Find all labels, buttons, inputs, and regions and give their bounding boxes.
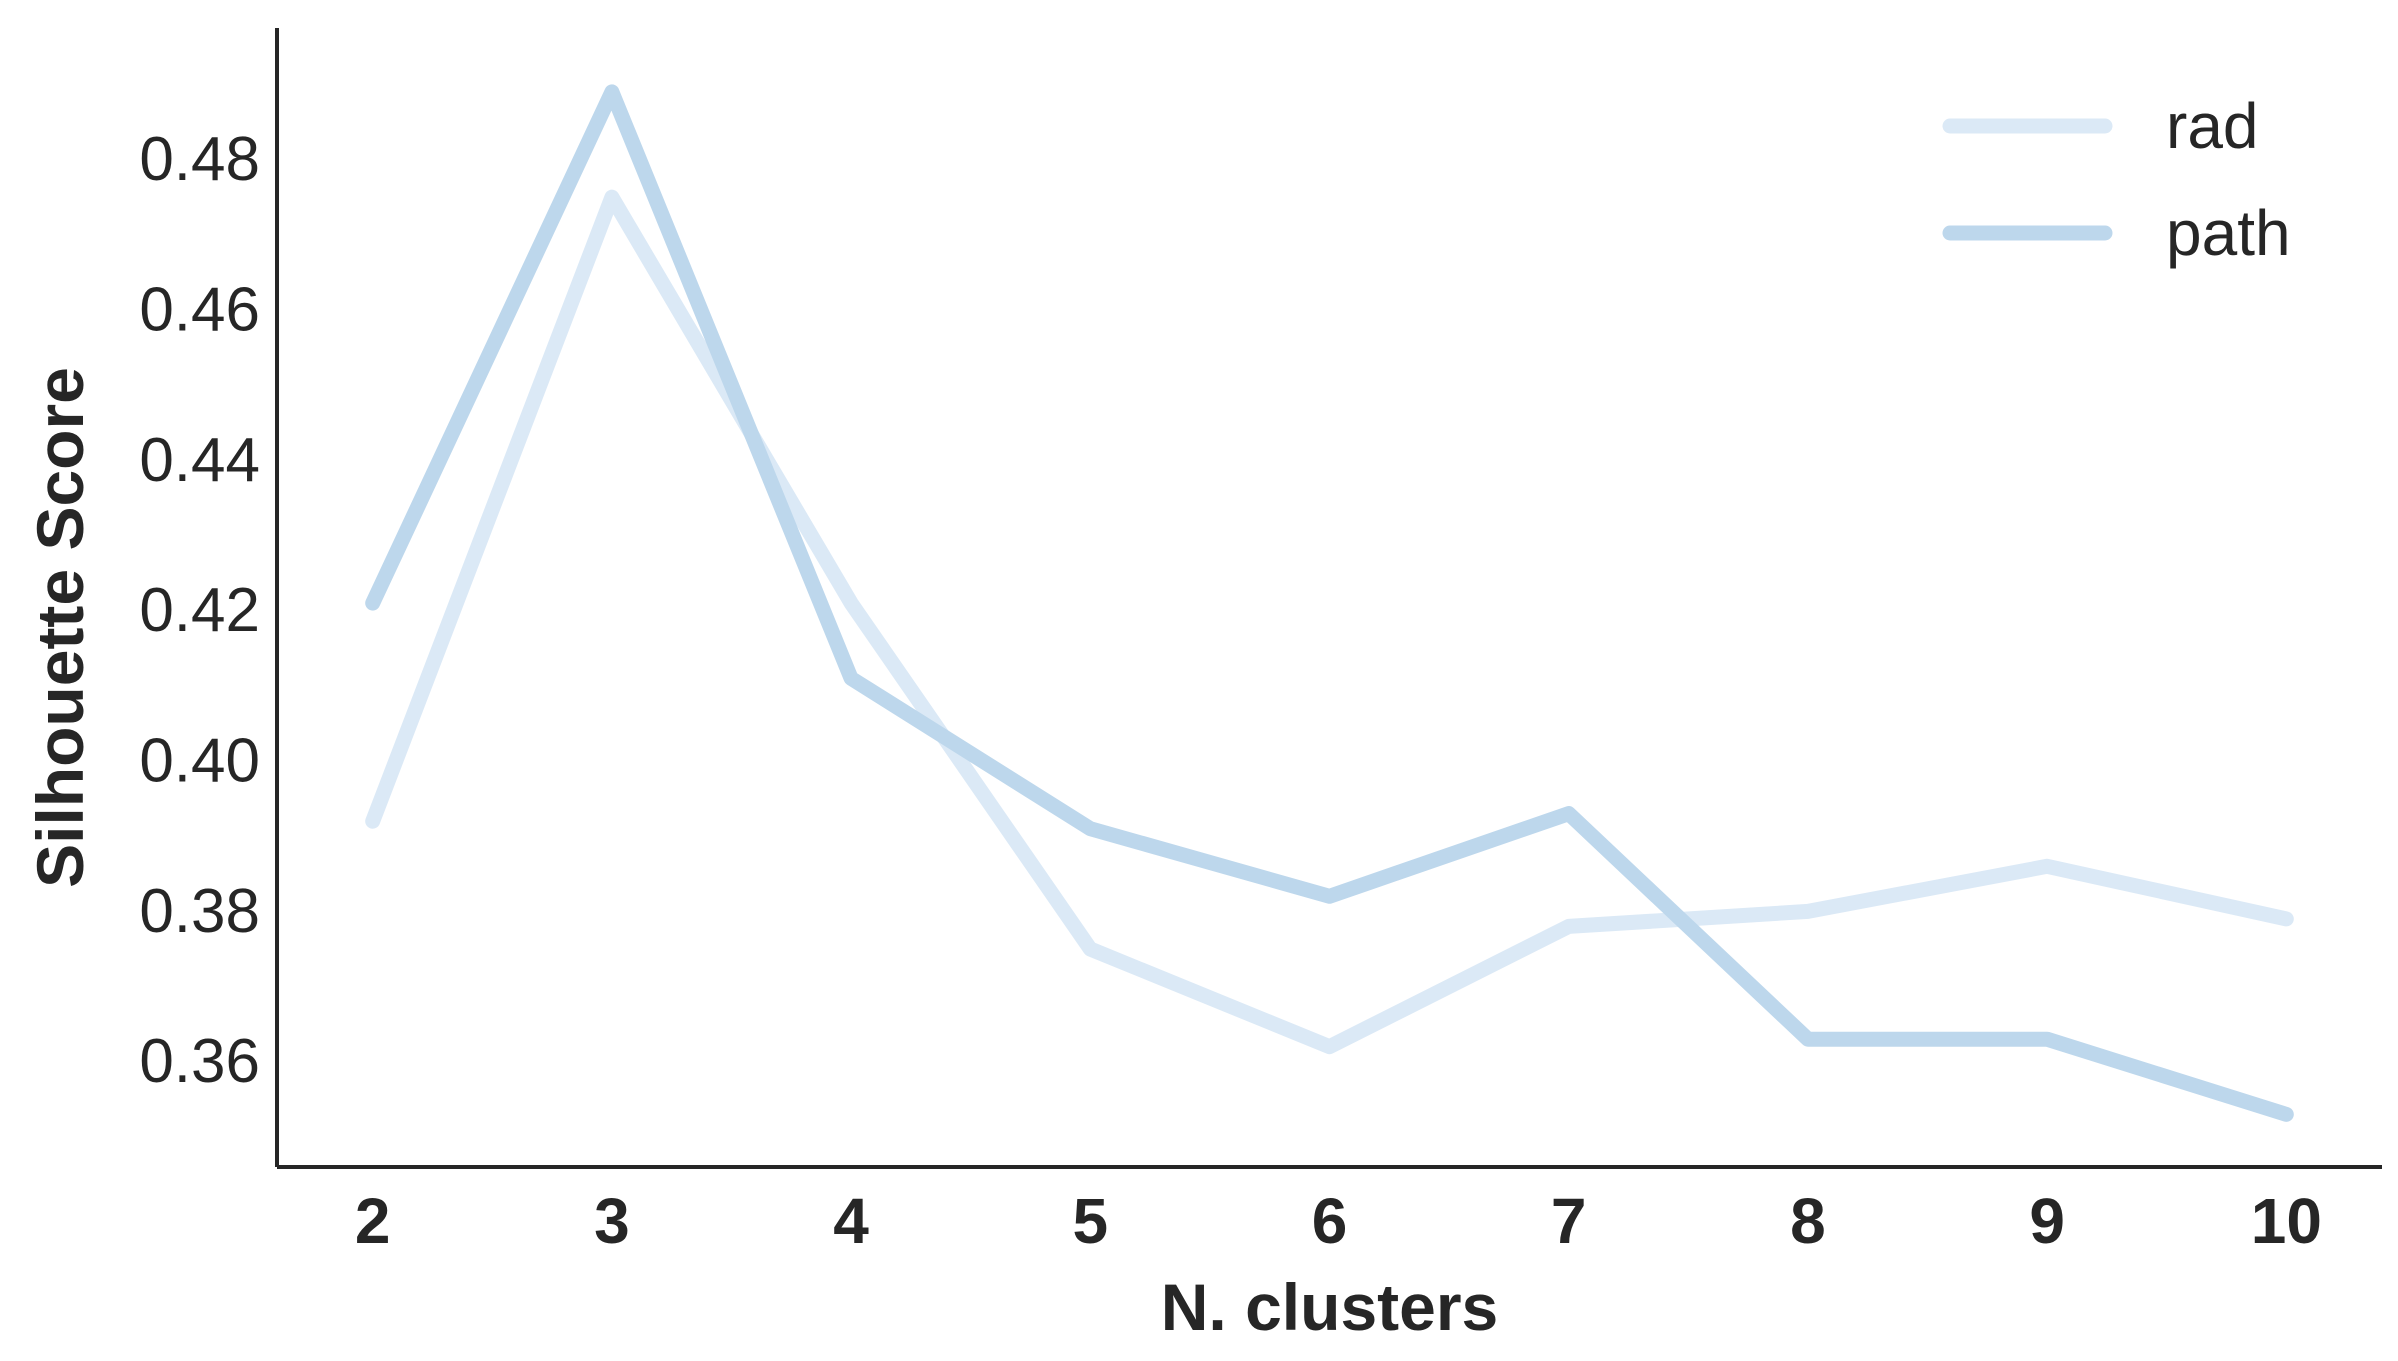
x-tick-label: 3 <box>594 1185 630 1257</box>
x-tick-label: 6 <box>1312 1185 1348 1257</box>
y-tick-label: 0.38 <box>139 877 260 946</box>
series-line-path <box>365 84 2294 1122</box>
legend-label-path: path <box>2166 197 2291 269</box>
series-line-rad <box>365 189 2294 1055</box>
y-tick-label: 0.40 <box>139 727 260 796</box>
x-tick-label: 8 <box>1790 1185 1826 1257</box>
y-tick-label: 0.44 <box>139 426 260 495</box>
x-tick-label: 4 <box>833 1185 869 1257</box>
x-axis-label: N. clusters <box>1161 1270 1498 1344</box>
legend-label-rad: rad <box>2166 90 2259 162</box>
x-tick-label: 9 <box>2029 1185 2065 1257</box>
y-tick-label: 0.46 <box>139 275 260 344</box>
legend: rad path <box>1942 90 2291 269</box>
x-tick-label: 5 <box>1072 1185 1108 1257</box>
x-axis-ticks: 2 3 4 5 6 7 8 9 10 <box>355 1185 2322 1257</box>
y-tick-label: 0.36 <box>139 1027 260 1096</box>
x-tick-label: 2 <box>355 1185 391 1257</box>
y-axis-ticks: 0.36 0.38 0.40 0.42 0.44 0.46 0.48 <box>139 125 260 1096</box>
y-axis-label: Silhouette Score <box>23 367 97 888</box>
x-tick-label: 7 <box>1551 1185 1587 1257</box>
y-tick-label: 0.48 <box>139 125 260 194</box>
y-tick-label: 0.42 <box>139 576 260 645</box>
x-tick-label: 10 <box>2251 1185 2322 1257</box>
series-layer <box>365 84 2294 1122</box>
